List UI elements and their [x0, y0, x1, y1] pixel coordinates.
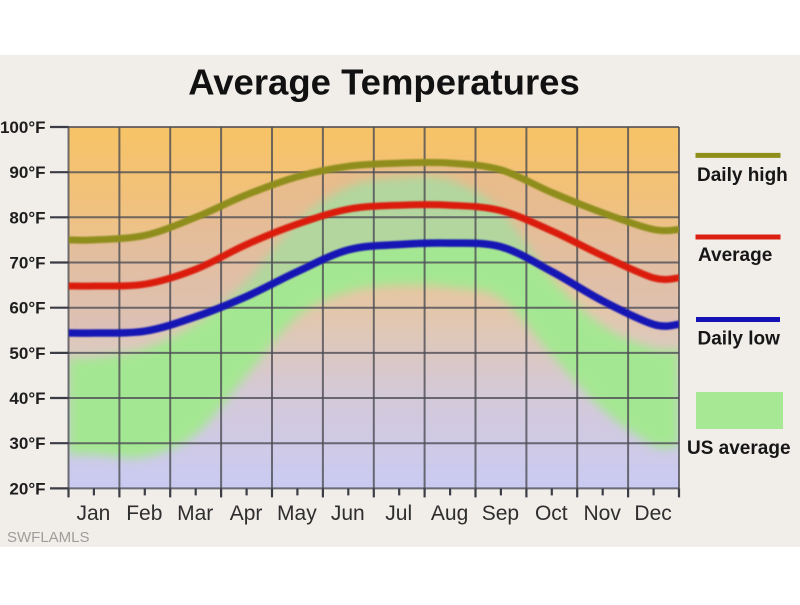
svg-text:60°F: 60°F — [9, 299, 45, 318]
svg-text:70°F: 70°F — [9, 254, 45, 273]
svg-text:Jul: Jul — [385, 502, 412, 525]
svg-text:80°F: 80°F — [9, 208, 45, 227]
svg-text:Oct: Oct — [535, 502, 568, 525]
svg-text:50°F: 50°F — [9, 344, 45, 363]
svg-text:90°F: 90°F — [9, 163, 45, 182]
svg-text:30°F: 30°F — [9, 434, 45, 453]
svg-text:Nov: Nov — [584, 502, 622, 525]
svg-text:Daily low: Daily low — [698, 329, 781, 350]
svg-text:Feb: Feb — [126, 502, 162, 525]
svg-text:Daily high: Daily high — [697, 165, 788, 186]
svg-text:20°F: 20°F — [9, 479, 45, 498]
svg-text:Mar: Mar — [177, 502, 213, 525]
svg-text:Jan: Jan — [76, 502, 110, 525]
svg-text:100°F: 100°F — [0, 118, 46, 137]
svg-text:May: May — [277, 502, 317, 525]
svg-text:Average: Average — [698, 245, 772, 266]
svg-text:Apr: Apr — [230, 502, 263, 525]
svg-text:US average: US average — [687, 438, 791, 459]
svg-text:Jun: Jun — [331, 502, 365, 525]
svg-text:Average Temperatures: Average Temperatures — [188, 62, 580, 103]
svg-text:Dec: Dec — [634, 502, 671, 525]
svg-text:40°F: 40°F — [9, 389, 45, 408]
svg-text:SWFLAMLS: SWFLAMLS — [7, 529, 90, 546]
svg-text:Aug: Aug — [431, 502, 468, 525]
svg-text:Sep: Sep — [482, 502, 519, 525]
